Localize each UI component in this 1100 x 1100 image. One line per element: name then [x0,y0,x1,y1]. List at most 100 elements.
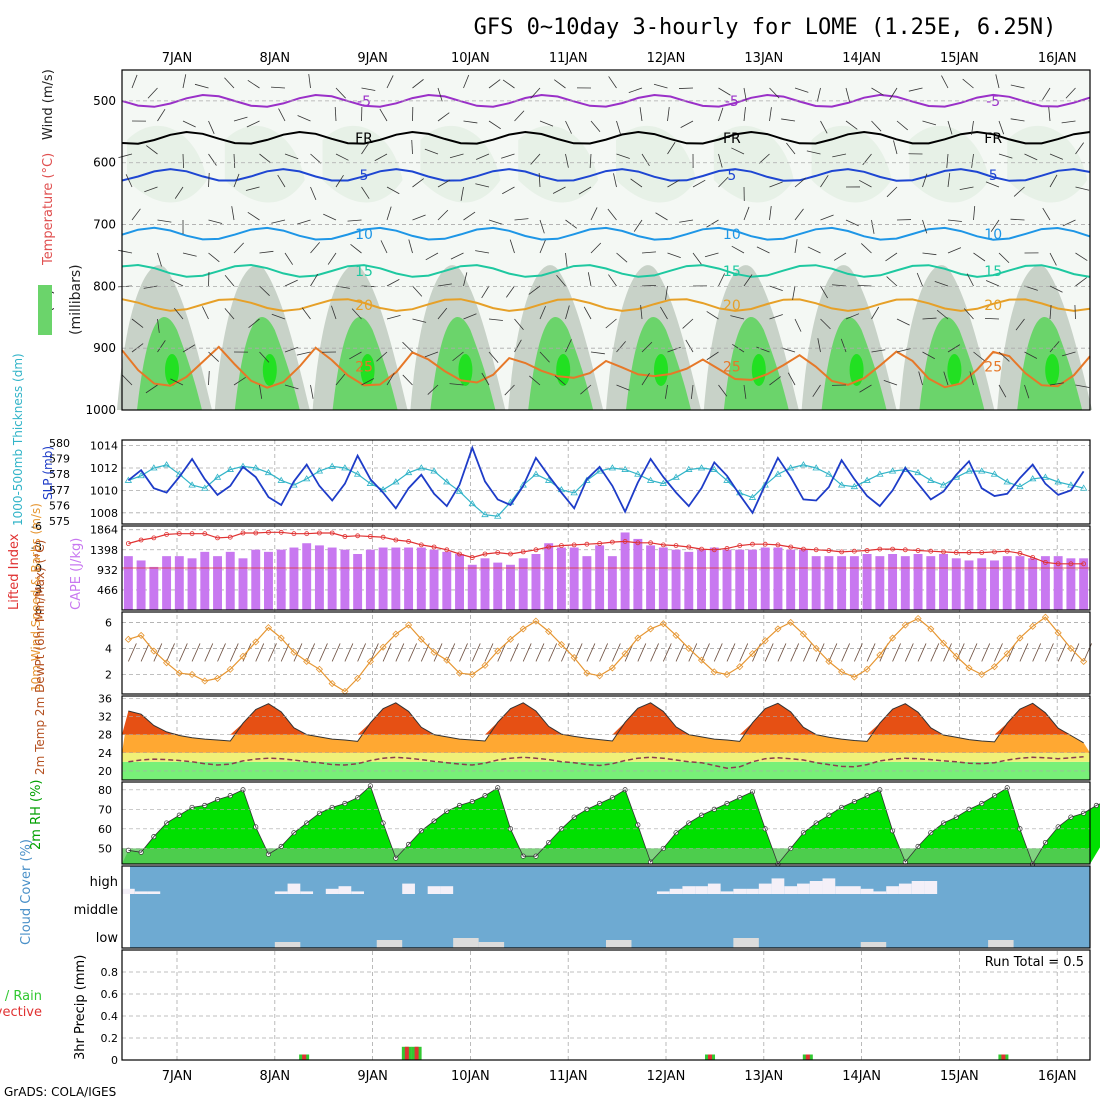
wind-barb [157,252,162,267]
wind-barb [680,120,694,128]
wind-barb [412,79,424,89]
wind-barb [817,338,821,353]
cape-bar [595,545,605,610]
cloud-low-bar [606,940,632,948]
cape-bar [289,547,299,610]
precip-tick: 0.4 [101,1010,119,1023]
cloud-level-label: middle [74,903,118,918]
wind-barb [386,315,401,320]
wind-barb [934,281,949,287]
wind-barb [565,153,569,168]
wind-barb [758,153,770,164]
precip-axis-label: 3hr Precip (mm) [73,955,88,1060]
isotherm-label: FR [723,131,741,147]
wind-barb [361,378,375,386]
wind-barb [386,206,392,221]
wind-barb [998,120,1005,135]
wind-barb [380,240,388,254]
top-day-label: 16JAN [1038,51,1077,66]
bottom-day-label: 12JAN [647,1069,686,1084]
run-total: Run Total = 0.5 [985,955,1084,970]
wind-barb [463,211,476,221]
li-point [1030,555,1036,560]
wind-barb [998,153,1013,159]
wind-barb [506,285,515,298]
temp-tick: 28 [98,729,112,742]
wind-barb [335,285,350,289]
rh2m-tick: 70 [98,803,112,816]
wind-barb [589,153,592,168]
wind-barb [284,279,298,287]
li-tick: 6 [35,604,42,617]
cloud-low-bar [376,940,403,948]
wind-barb [641,341,653,353]
isotherm-5 [121,168,1091,182]
thickness-tick: 579 [49,453,70,466]
rh2m-line [128,785,1100,865]
wind-barb [233,376,246,386]
cloud-high-bar [758,883,772,894]
wind-barb [463,272,468,287]
surface-barb [981,643,991,662]
cloud-high-bar [797,883,810,894]
wind-barb [1061,351,1076,357]
cape-bar [200,551,210,610]
top-day-label: 10JAN [451,51,490,66]
wind-barb [820,120,828,134]
wind-barb [334,106,337,122]
wind-barb [820,214,834,221]
cloud-low-bar [733,938,759,948]
rh-shade-light [420,125,501,203]
wind-barb [376,351,388,362]
wind-barb [896,348,911,353]
bottom-day-label: 14JAN [842,1069,881,1084]
isotherm-label: 5 [360,168,369,184]
wind-barb [718,176,729,188]
cloud-high-bar [122,888,135,894]
temp-frame [121,695,1091,781]
wind-barb [587,272,592,287]
isotherm-label: -5 [357,94,371,110]
wind-barb [224,77,235,89]
temp-label: Temperature (°C) [41,153,56,266]
wind-barb [704,252,719,258]
wind-barb [743,274,753,287]
wind-barb [408,239,413,254]
surface-barb [1006,643,1016,662]
upper-ytick: 1000 [85,403,116,417]
wind-barb [845,313,860,320]
upper-ytick: 600 [93,156,116,170]
wind-barb [449,153,464,159]
cloud-low-bar [478,942,505,948]
wind-barb [769,181,783,188]
cape-bar [658,547,668,610]
wind-barb [259,153,271,164]
thickness-tick: 575 [49,515,70,528]
cape-bar [900,556,910,610]
cape-bar [888,554,898,610]
wind-barb [889,87,898,101]
wind-barb [1075,277,1087,287]
isotherm-label: 10 [355,227,373,243]
wind-point [328,680,336,688]
wind-barb [271,86,286,89]
wind-barb [947,219,962,222]
surface-barb [268,643,277,662]
isotherm-label: 10 [984,227,1002,243]
wind-barb [539,351,550,363]
wind-barb [787,372,796,386]
wind-barb [984,317,1000,320]
wind-barb [475,183,490,188]
precip-tick: 0.6 [101,988,119,1001]
wind-point [990,663,999,671]
wind-barb [247,211,260,221]
wind-barb [301,307,311,320]
surface-barb [930,643,940,662]
rh-shade-light [518,125,599,203]
rh-shade-bright [262,354,277,386]
cape-bar [633,538,643,610]
wind-barb [730,315,745,320]
wind-barb [922,252,937,256]
wind-barb [259,285,270,296]
